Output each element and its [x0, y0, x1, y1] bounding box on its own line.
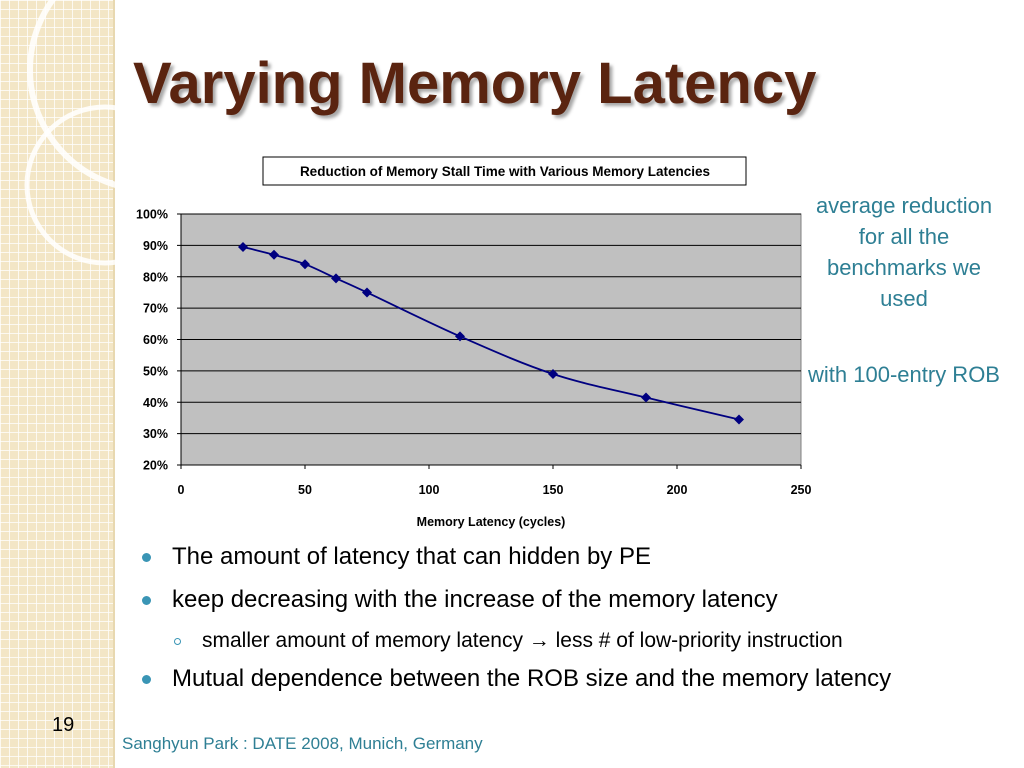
bullet-text: The amount of latency that can hidden by… — [172, 543, 651, 570]
data-point-diamond — [300, 259, 310, 270]
y-tick-label: 40% — [143, 396, 168, 410]
x-axis-label: Memory Latency (cycles) — [417, 515, 566, 529]
bullet-dot-icon — [142, 553, 151, 562]
x-tick-label: 0 — [178, 483, 185, 497]
sub-bullet-circle-icon — [174, 638, 181, 645]
data-point-diamond — [331, 273, 341, 284]
y-tick-label: 60% — [143, 333, 168, 347]
data-point-diamond — [548, 369, 558, 380]
bullet-dot-icon — [142, 675, 151, 684]
bullet-item: The amount of latency that can hidden by… — [142, 540, 1002, 574]
y-tick-label: 20% — [143, 459, 168, 473]
chart-title-box — [262, 156, 747, 186]
data-point-diamond — [641, 392, 651, 403]
bullet-item: Mutual dependence between the ROB size a… — [142, 662, 1002, 696]
bullet-dot-icon — [142, 596, 151, 605]
data-point-diamond — [362, 287, 372, 298]
x-tick-label: 100 — [419, 483, 440, 497]
chart-title: Reduction of Memory Stall Time with Vari… — [300, 164, 710, 179]
y-tick-label: 70% — [143, 302, 168, 316]
slide-number: 19 — [52, 714, 75, 736]
y-tick-label: 80% — [143, 270, 168, 284]
bullet-text: Mutual dependence between the ROB size a… — [172, 665, 892, 692]
data-point-diamond — [238, 241, 248, 252]
side-note-rob: with 100-entry ROB — [808, 362, 1000, 387]
y-tick-label: 30% — [143, 427, 168, 441]
side-band-edge — [113, 0, 115, 768]
y-tick-label: 50% — [143, 364, 168, 378]
bullet-list: The amount of latency that can hidden by… — [142, 540, 1002, 705]
x-tick-label: 150 — [543, 483, 564, 497]
sub-bullet-item: smaller amount of memory latency → less … — [142, 626, 1002, 656]
y-tick-label: 90% — [143, 239, 168, 253]
side-note-average: average reduction for all the benchmarks… — [815, 193, 993, 311]
y-tick-label: 100% — [136, 208, 168, 222]
data-point-diamond — [455, 331, 465, 342]
latency-chart: Reduction of Memory Stall Time with Vari… — [136, 156, 812, 529]
slide-title: Varying Memory Latency — [133, 51, 817, 116]
data-point-diamond — [734, 414, 744, 425]
series-line — [242, 246, 740, 421]
x-tick-label: 250 — [791, 483, 812, 497]
decorative-side-band — [0, 0, 113, 768]
x-tick-label: 200 — [667, 483, 688, 497]
x-tick-label: 50 — [298, 483, 312, 497]
sub-bullet-text: smaller amount of memory latency → less … — [202, 629, 843, 652]
bullet-text: keep decreasing with the increase of the… — [172, 586, 778, 613]
bullet-item: keep decreasing with the increase of the… — [142, 583, 1002, 617]
footer-text: Sanghyun Park : DATE 2008, Munich, Germa… — [122, 734, 483, 753]
data-point-diamond — [269, 249, 279, 260]
